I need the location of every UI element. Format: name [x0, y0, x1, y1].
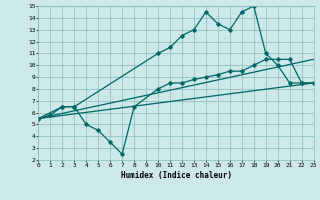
X-axis label: Humidex (Indice chaleur): Humidex (Indice chaleur): [121, 171, 231, 180]
